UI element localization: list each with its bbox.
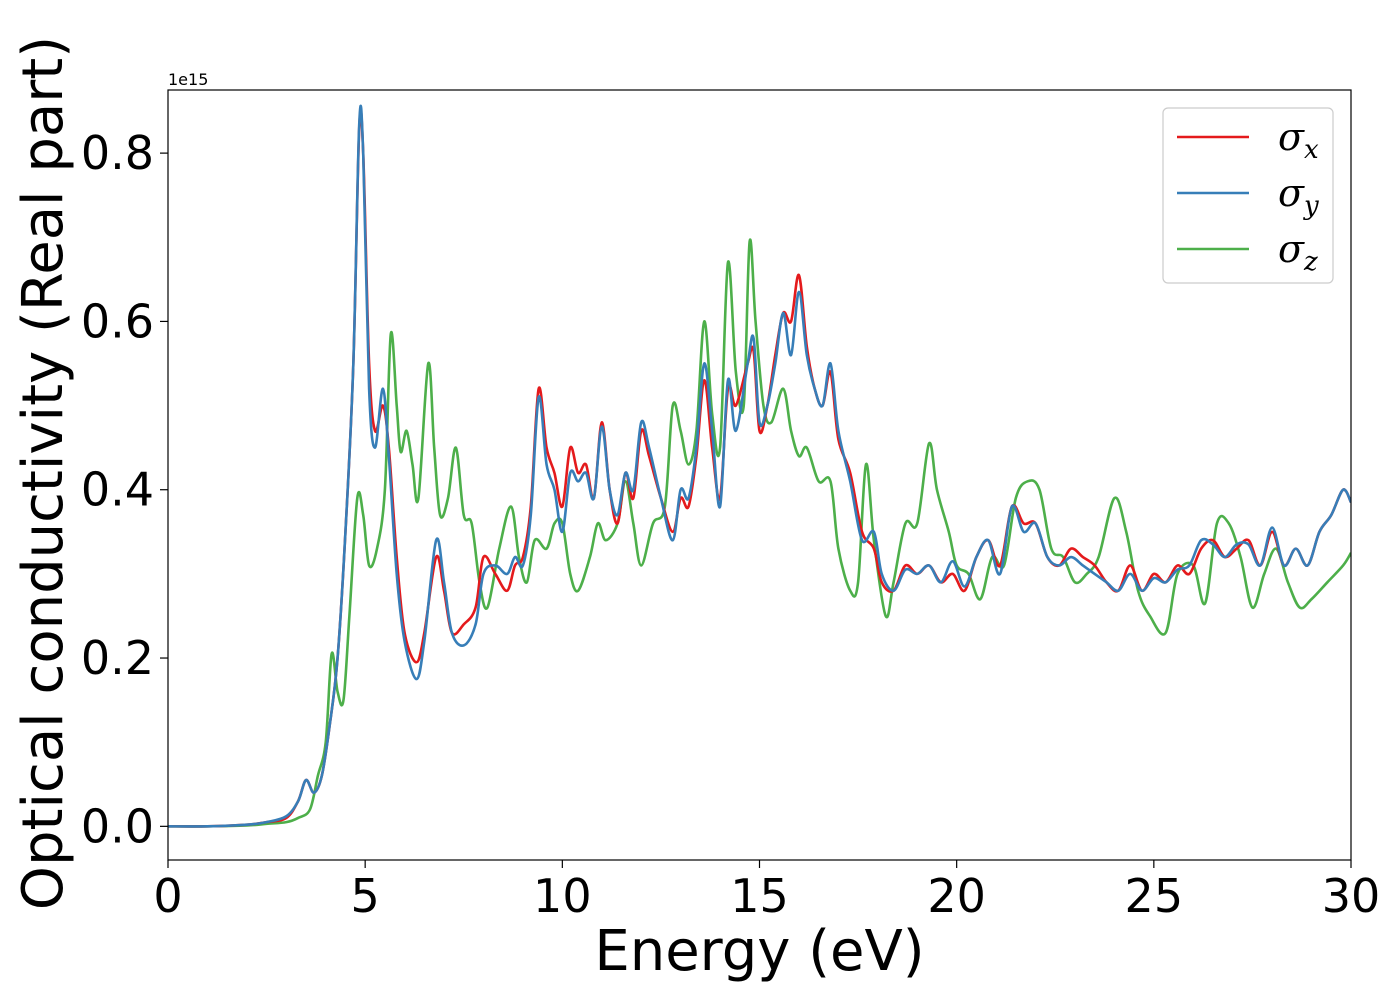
legend-box <box>1162 107 1334 284</box>
y-axis-ticks: 0.0 0.2 0.4 0.6 0.8 <box>81 126 168 853</box>
y-tick-label: 0.0 <box>81 799 154 853</box>
legend: σx σy σz <box>1162 107 1334 284</box>
x-tick-label: 15 <box>730 869 789 923</box>
legend-label-z: σz <box>1278 227 1318 277</box>
legend-label-x: σx <box>1278 115 1319 165</box>
x-axis-label: Energy (eV) <box>594 919 924 984</box>
y-axis-label: Optical conductivity (Real part) <box>11 36 76 910</box>
legend-label-y: σy <box>1278 171 1319 221</box>
y-tick-label: 0.2 <box>81 631 154 685</box>
x-tick-label: 5 <box>351 869 380 923</box>
y-tick-label: 0.4 <box>81 463 154 517</box>
x-tick-label: 20 <box>927 869 986 923</box>
series-line-y <box>168 104 1351 828</box>
series-line-z <box>168 238 1351 828</box>
x-tick-label: 25 <box>1125 869 1184 923</box>
y-offset-label: 1e15 <box>168 70 208 89</box>
y-tick-label: 0.6 <box>81 294 154 348</box>
x-tick-label: 0 <box>153 869 182 923</box>
x-axis-ticks: 0 5 10 15 20 25 30 <box>153 860 1380 923</box>
plot-lines <box>168 104 1351 828</box>
y-tick-label: 0.8 <box>81 126 154 180</box>
x-tick-label: 10 <box>533 869 592 923</box>
x-tick-label: 30 <box>1322 869 1381 923</box>
